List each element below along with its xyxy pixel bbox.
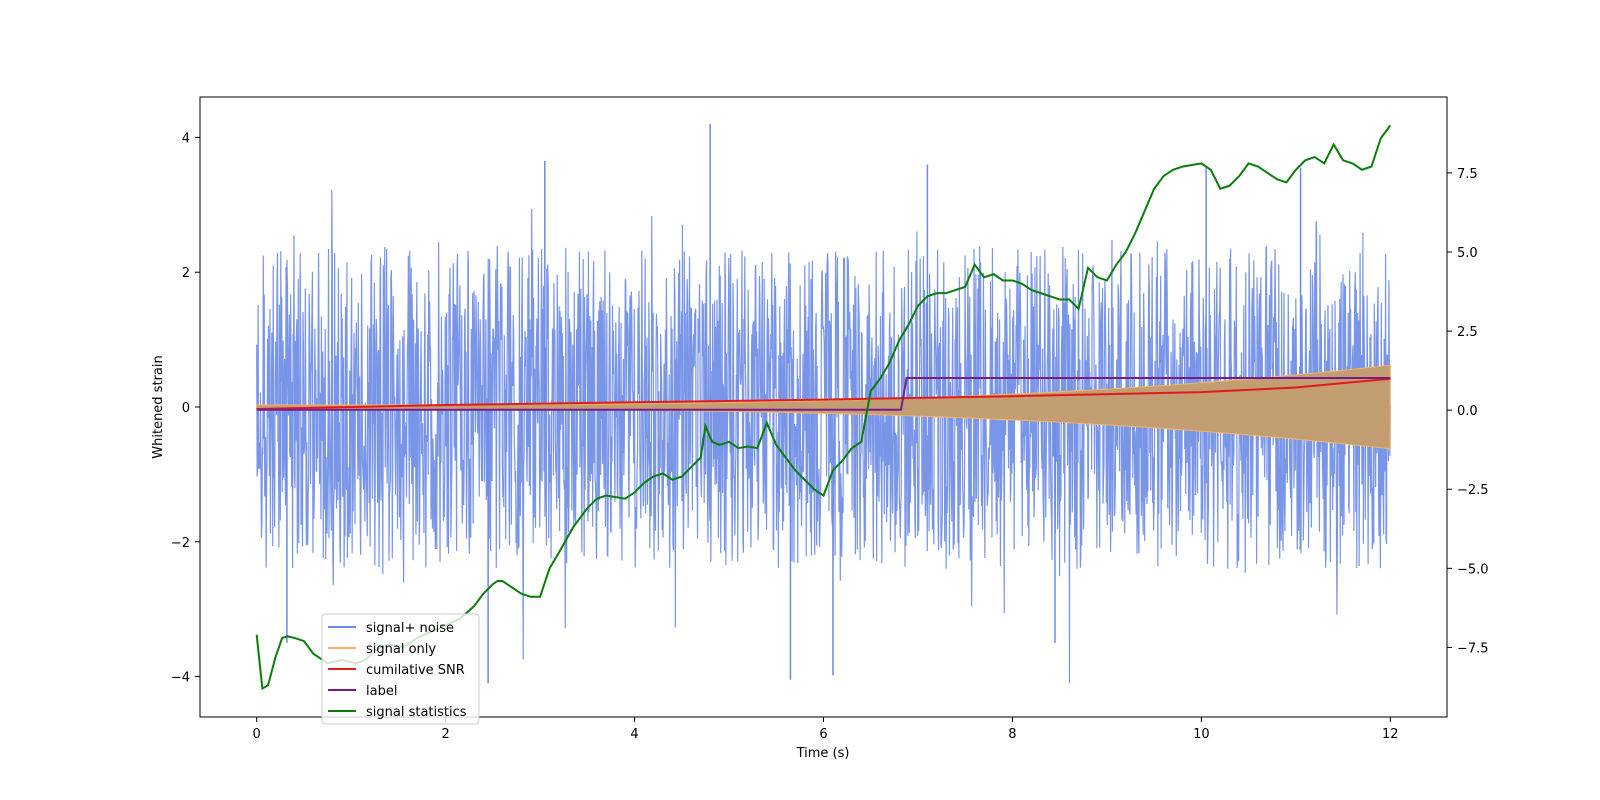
y-axis-title: Whitened strain [151, 355, 166, 458]
y2-tick-label: 0.0 [1457, 404, 1478, 419]
legend-label: cumilative SNR [366, 663, 465, 678]
y2-tick-label: −5.0 [1457, 562, 1489, 577]
x-tick-label: 2 [441, 727, 449, 742]
series-cumulative-snr [256, 377, 1391, 411]
x-tick-label: 4 [630, 727, 638, 742]
x-tick-label: 8 [1008, 727, 1016, 742]
x-axis: 0 2 4 6 8 10 12 [253, 717, 1399, 742]
legend-label: label [366, 684, 397, 699]
y-tick-label: 4 [182, 131, 190, 146]
legend: signal+ noise signal only cumilative SNR la… [321, 613, 480, 725]
x-tick-label: 0 [253, 727, 261, 742]
y-axis-left: −4 −2 0 2 4 [171, 131, 200, 686]
series-layer [255, 123, 1392, 691]
x-tick-label: 12 [1382, 727, 1399, 742]
y2-tick-label: −2.5 [1457, 483, 1489, 498]
legend-label: signal statistics [366, 705, 467, 720]
y-tick-label: 2 [182, 266, 190, 281]
y2-tick-label: 5.0 [1457, 246, 1478, 261]
series-label [256, 377, 1391, 411]
legend-label: signal only [366, 642, 436, 657]
legend-frame [321, 613, 480, 725]
legend-label: signal+ noise [366, 621, 454, 636]
y-tick-label: −2 [171, 536, 190, 551]
y-tick-label: −4 [171, 671, 190, 686]
series-signal-noise [256, 189, 1391, 684]
x-axis-title: Time (s) [796, 746, 850, 761]
y-axis-right: −7.5 −5.0 −2.5 0.0 2.5 5.0 7.5 [1447, 167, 1489, 656]
series-signal-statistics [255, 124, 1392, 691]
y2-tick-label: −7.5 [1457, 641, 1489, 656]
x-tick-label: 6 [819, 727, 827, 742]
y2-tick-label: 7.5 [1457, 167, 1478, 182]
x-tick-label: 10 [1193, 727, 1210, 742]
y2-tick-label: 2.5 [1457, 325, 1478, 340]
y-tick-label: 0 [182, 401, 190, 416]
